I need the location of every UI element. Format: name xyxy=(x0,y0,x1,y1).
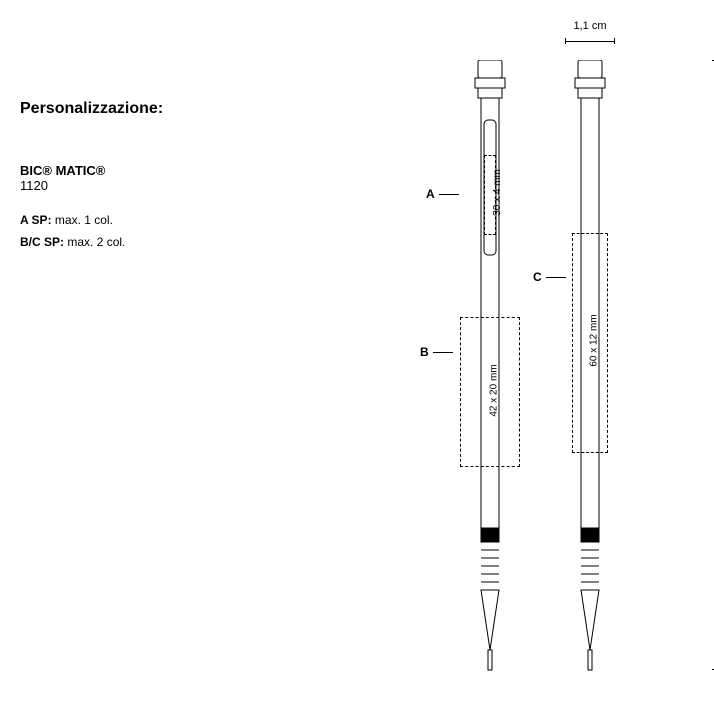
spec-a: A SP: max. 1 col. xyxy=(20,213,320,227)
callout-a-label: A xyxy=(426,187,435,201)
callout-b-label: B xyxy=(420,345,429,359)
product-name: BIC® MATIC® xyxy=(20,163,320,178)
zone-c-dimension: 60 x 12 mm xyxy=(589,314,600,366)
callout-b: B xyxy=(420,345,453,359)
width-dimension-bar xyxy=(565,38,615,44)
spec-bc-value: max. 2 col. xyxy=(64,235,125,249)
product-code: 1120 xyxy=(20,178,320,193)
spec-a-label: A SP: xyxy=(20,213,52,227)
zone-a-dimension: 30 x 4 mm xyxy=(492,169,503,216)
section-title: Personalizzazione: xyxy=(20,100,320,118)
spec-a-value: max. 1 col. xyxy=(52,213,113,227)
callout-a: A xyxy=(426,187,459,201)
technical-diagram: 1,1 cm 15 cm 30 x 4 mm 42 x 20 mm A B xyxy=(400,20,700,690)
callout-c-label: C xyxy=(533,270,542,284)
callout-c: C xyxy=(533,270,566,284)
zone-b-dimension: 42 x 20 mm xyxy=(489,364,500,416)
width-dimension-label: 1,1 cm xyxy=(565,20,615,32)
spec-bc-label: B/C SP: xyxy=(20,235,64,249)
spec-bc: B/C SP: max. 2 col. xyxy=(20,235,320,249)
